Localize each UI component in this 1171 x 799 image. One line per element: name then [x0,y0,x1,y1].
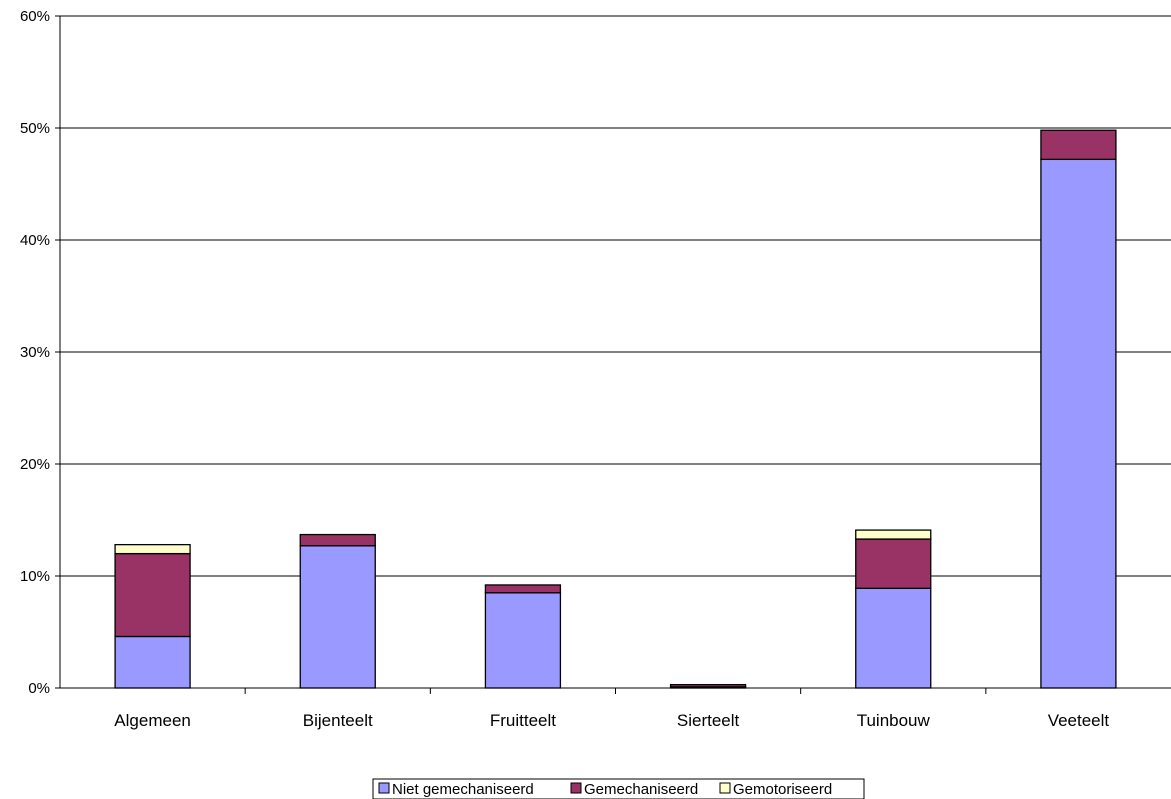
y-axis-ticks: 0% 10% 20% 30% 40% 50% 60% [20,8,60,697]
x-category-label: Fruitteelt [490,711,556,730]
x-category-label: Veeteelt [1048,711,1110,730]
y-tick-label: 50% [20,120,50,137]
x-category-label: Bijenteelt [303,711,373,730]
y-tick-label: 0% [28,680,50,697]
legend-swatch [570,782,582,794]
grid-lines [60,15,1171,577]
bar-segment [114,543,191,555]
y-tick-label: 40% [20,232,50,249]
bar-segment [299,533,376,547]
bar-segment [484,584,562,594]
legend-label: Gemechaniseerd [584,781,698,798]
bar-segment [855,587,932,689]
y-tick-label: 60% [20,8,50,25]
legend-swatch [378,782,390,794]
bar-segment [114,552,191,638]
y-tick-label: 10% [20,568,50,585]
bars [114,129,1117,689]
x-category-label: Tuinbouw [857,711,931,730]
legend-label: Niet gemechaniseerd [392,781,534,798]
y-tick-label: 30% [20,344,50,361]
legend-swatch [719,782,731,794]
bar-segment [1040,158,1117,689]
legend-box [372,778,865,799]
bar-segment [669,683,747,688]
y-tick-label: 20% [20,456,50,473]
bar-segment [299,545,376,689]
x-category-label: Algemeen [114,711,191,730]
x-category-label: Sierteelt [677,711,740,730]
legend: Niet gemechaniseerd Gemechaniseerd Gemotor… [372,778,865,799]
bar-segment [114,635,191,689]
legend-label: Gemotoriseerd [733,781,832,798]
bar-segment [855,529,932,540]
x-axis-categories: Algemeen Bijenteelt Fruitteelt Sierteelt Tui… [114,688,1109,730]
bar-segment [484,592,562,689]
bar-segment [1040,129,1117,161]
bar-segment [855,538,932,589]
